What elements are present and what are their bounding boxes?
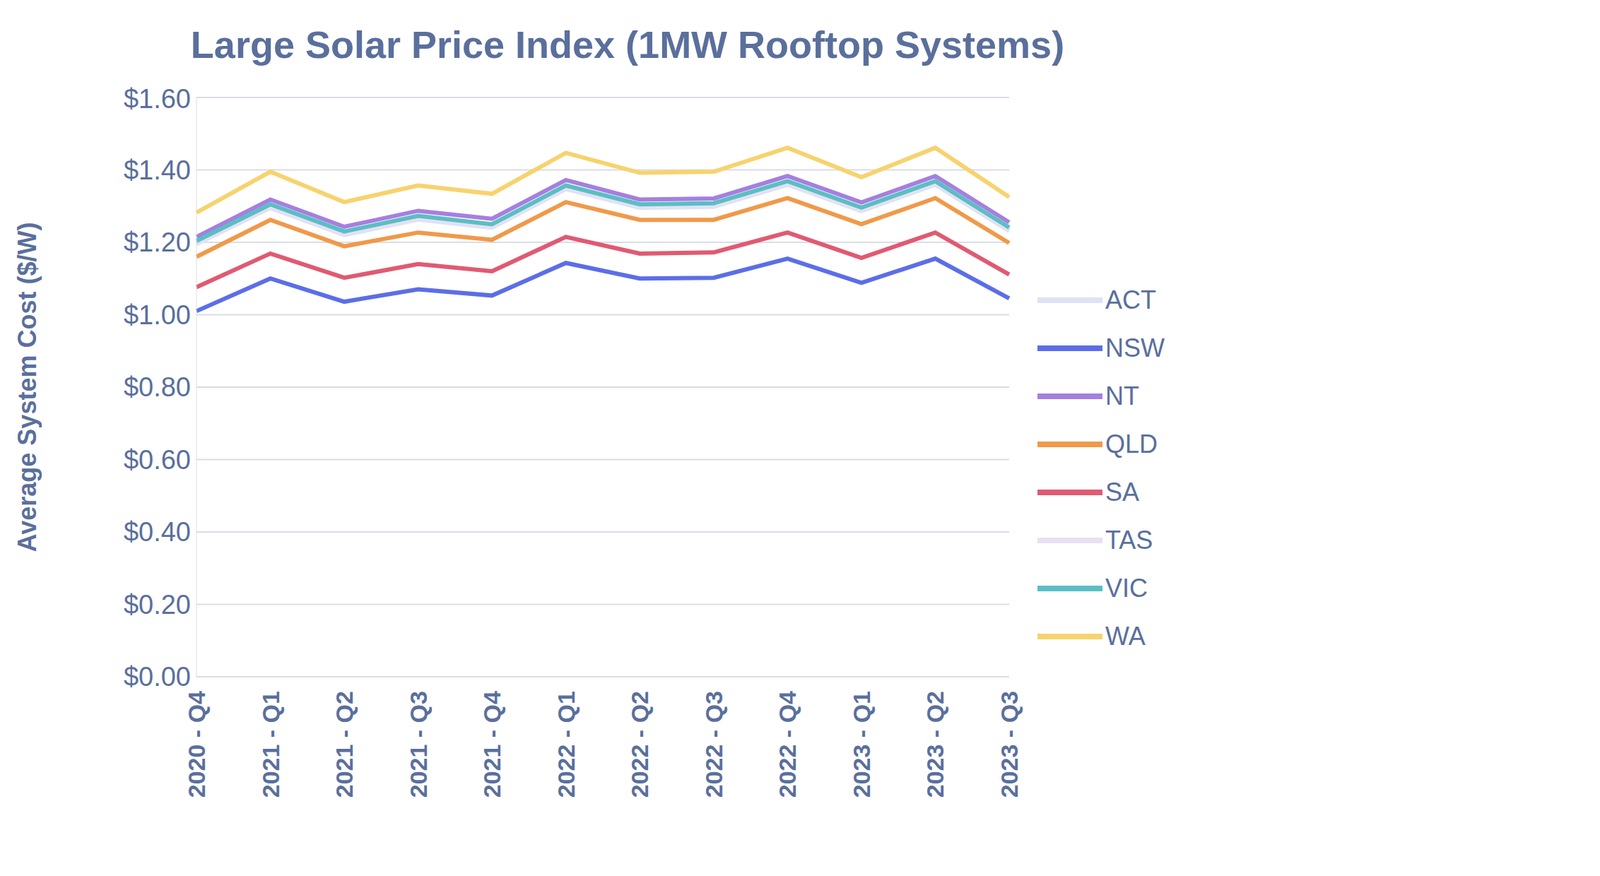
svg-text:2021 - Q2: 2021 - Q2 xyxy=(330,691,358,798)
svg-text:2023 - Q3: 2023 - Q3 xyxy=(995,691,1023,798)
svg-text:2023 - Q2: 2023 - Q2 xyxy=(921,691,949,798)
svg-text:$0.60: $0.60 xyxy=(123,445,191,475)
svg-text:Average System Cost ($/W): Average System Cost ($/W) xyxy=(12,222,42,553)
svg-text:$0.40: $0.40 xyxy=(123,517,191,547)
svg-text:$1.60: $1.60 xyxy=(123,84,191,114)
html-text:QLD: QLD xyxy=(1105,429,1158,459)
svg-text:$0.00: $0.00 xyxy=(123,662,191,692)
svg-text:2023 - Q1: 2023 - Q1 xyxy=(848,691,875,798)
svg-text:$0.80: $0.80 xyxy=(123,372,191,403)
svg-text:2022 - Q1: 2022 - Q1 xyxy=(552,691,580,798)
svg-text:2021 - Q3: 2021 - Q3 xyxy=(404,691,432,798)
svg-text:2020 - Q4: 2020 - Q4 xyxy=(183,691,210,798)
html-text:Large Solar Price Index (1MW R: Large Solar Price Index (1MW Rooftop Sys… xyxy=(190,23,1065,66)
svg-text:2022 - Q3: 2022 - Q3 xyxy=(700,691,728,798)
svg-text:$0.20: $0.20 xyxy=(123,590,191,620)
svg-text:2021 - Q4: 2021 - Q4 xyxy=(478,691,506,798)
html-text:ACT: ACT xyxy=(1105,285,1157,315)
svg-text:$1.40: $1.40 xyxy=(123,155,191,186)
html-text:VIC: VIC xyxy=(1105,573,1148,603)
svg-text:2022 - Q2: 2022 - Q2 xyxy=(626,691,654,798)
html-text:NT: NT xyxy=(1105,381,1140,411)
svg-text:$1.20: $1.20 xyxy=(123,227,191,258)
svg-text:2021 - Q1: 2021 - Q1 xyxy=(257,691,285,798)
html-text:TAS: TAS xyxy=(1105,525,1153,555)
html-text:SA: SA xyxy=(1105,477,1140,507)
html-text:WA: WA xyxy=(1105,621,1146,651)
svg-text:2022 - Q4: 2022 - Q4 xyxy=(773,691,801,798)
svg-text:$1.00: $1.00 xyxy=(123,300,191,331)
html-text:NSW: NSW xyxy=(1105,333,1165,363)
